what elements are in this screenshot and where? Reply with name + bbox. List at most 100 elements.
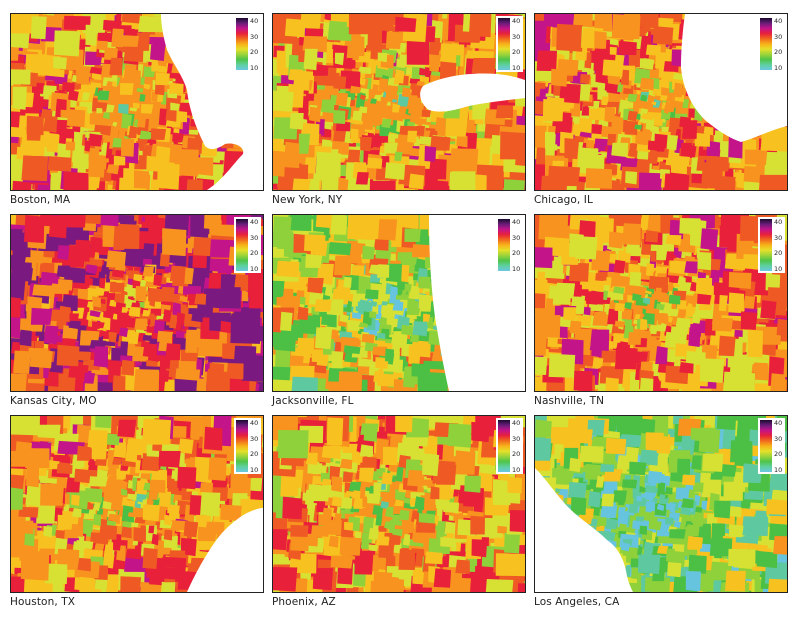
tract xyxy=(128,125,137,139)
tract xyxy=(395,112,405,119)
tract xyxy=(121,113,133,129)
tract xyxy=(47,156,72,172)
tract xyxy=(288,69,303,82)
tract xyxy=(32,284,56,297)
tract xyxy=(379,78,389,91)
tract xyxy=(314,299,332,312)
tract xyxy=(542,99,564,122)
tract xyxy=(377,52,388,63)
tract xyxy=(581,106,590,116)
tract xyxy=(624,120,638,136)
tract xyxy=(680,142,692,158)
tract xyxy=(118,104,129,114)
tract xyxy=(68,320,81,330)
tract xyxy=(203,215,222,230)
tract xyxy=(88,154,106,178)
tract xyxy=(402,289,407,295)
tract xyxy=(634,124,643,130)
tract xyxy=(122,35,139,47)
tract xyxy=(495,105,514,119)
tract xyxy=(230,313,261,344)
tract xyxy=(139,93,146,102)
tract xyxy=(56,265,70,278)
tract xyxy=(321,165,340,190)
tract xyxy=(96,40,108,51)
tract xyxy=(392,103,401,113)
tract xyxy=(321,99,335,114)
tract xyxy=(355,172,369,185)
tract xyxy=(168,82,184,94)
tract xyxy=(81,92,90,101)
color-legend: 40 30 20 10 xyxy=(758,16,785,72)
legend-tick-label: 10 xyxy=(774,63,783,72)
tract xyxy=(671,49,683,67)
tract xyxy=(90,236,102,253)
tract xyxy=(411,244,433,258)
tract xyxy=(429,37,441,56)
tract xyxy=(292,178,311,190)
tract xyxy=(665,95,676,103)
tract xyxy=(356,280,367,295)
tract xyxy=(85,24,97,46)
tract xyxy=(348,14,371,35)
choropleth-map: 40 30 20 10 xyxy=(10,13,264,191)
tract xyxy=(162,309,172,323)
tract xyxy=(126,283,133,294)
tract xyxy=(135,285,147,301)
tract xyxy=(30,16,47,40)
tract xyxy=(11,228,23,252)
tract xyxy=(11,278,26,301)
tract xyxy=(613,115,622,121)
tract xyxy=(440,43,464,55)
map-panel-boston: 40 30 20 10 Boston, MA xyxy=(10,13,264,206)
tract xyxy=(120,138,135,157)
tract xyxy=(395,295,404,300)
tract xyxy=(289,215,312,232)
tract xyxy=(535,20,547,49)
tract xyxy=(581,87,591,98)
tract xyxy=(585,168,612,189)
tract xyxy=(328,242,352,256)
legend-colorbar xyxy=(498,18,510,70)
tract xyxy=(95,287,105,296)
tract xyxy=(352,312,362,320)
tract xyxy=(206,371,230,391)
tract xyxy=(140,104,154,114)
tract xyxy=(139,130,152,140)
tract xyxy=(593,14,613,32)
color-legend: 40 30 20 10 xyxy=(496,16,523,72)
tract xyxy=(13,350,31,374)
tract xyxy=(357,66,371,75)
tract xyxy=(113,223,140,251)
tract xyxy=(143,83,151,90)
tract xyxy=(352,110,363,121)
tract xyxy=(331,351,344,369)
tract xyxy=(59,305,71,323)
tract xyxy=(176,312,185,325)
tract xyxy=(652,99,661,108)
legend-tick-label: 10 xyxy=(250,63,259,72)
tract xyxy=(106,359,119,371)
legend-tick-label: 40 xyxy=(512,17,521,25)
tract xyxy=(759,174,787,190)
tract xyxy=(111,347,122,361)
tract xyxy=(138,15,165,33)
tract xyxy=(456,134,468,148)
tract xyxy=(136,88,144,93)
tract xyxy=(333,76,347,90)
tract xyxy=(85,215,105,225)
tract xyxy=(89,133,103,147)
tract xyxy=(624,102,634,109)
tract xyxy=(369,264,380,275)
choropleth-map: 40 30 20 10 xyxy=(534,214,788,392)
tract xyxy=(500,131,525,160)
tract xyxy=(414,125,426,137)
tract xyxy=(127,342,136,357)
tract xyxy=(174,378,198,391)
tract xyxy=(384,162,406,180)
tract xyxy=(129,107,135,112)
tract xyxy=(407,106,416,115)
map-caption: New York, NY xyxy=(272,194,343,206)
tract xyxy=(133,369,160,391)
legend-tick-label: 30 xyxy=(250,233,259,242)
